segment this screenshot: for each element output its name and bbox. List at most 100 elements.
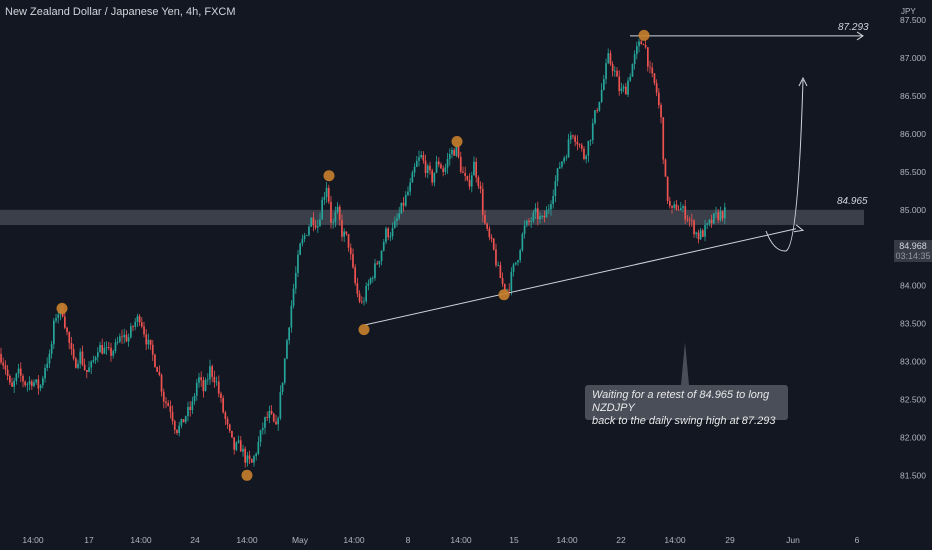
candle-body bbox=[316, 225, 319, 228]
candle-body bbox=[233, 437, 235, 450]
candle-body bbox=[702, 230, 704, 237]
candle-body bbox=[134, 321, 137, 327]
candle-body bbox=[528, 220, 530, 222]
candle-body bbox=[268, 410, 271, 419]
candle-body bbox=[156, 367, 158, 372]
candle-body bbox=[495, 249, 497, 266]
candle-body bbox=[591, 123, 594, 141]
candle-body bbox=[717, 212, 720, 221]
swing-point-marker bbox=[451, 136, 463, 148]
candle-body bbox=[308, 226, 310, 236]
swing-point-marker bbox=[241, 469, 253, 481]
trendline bbox=[363, 228, 797, 326]
candle-body bbox=[17, 368, 20, 374]
price-tick-label: 82.000 bbox=[900, 432, 926, 442]
candle-body bbox=[376, 263, 378, 265]
candle-body bbox=[365, 286, 367, 302]
candle-body bbox=[662, 117, 665, 160]
candle-body bbox=[415, 160, 418, 167]
candle-body bbox=[647, 47, 649, 67]
candle-body bbox=[90, 361, 93, 368]
candle-body bbox=[396, 218, 398, 221]
candle-body bbox=[684, 206, 687, 220]
candle-body bbox=[708, 219, 711, 224]
candle-body bbox=[666, 176, 669, 201]
trendline-arrowhead bbox=[793, 224, 805, 233]
candle-body bbox=[671, 205, 673, 208]
candle-body bbox=[596, 110, 598, 112]
callout-line-1: Waiting for a retest of 84.965 to long N… bbox=[592, 389, 770, 414]
time-tick-label: May bbox=[292, 535, 309, 545]
candle-body bbox=[475, 161, 477, 178]
candle-body bbox=[378, 261, 381, 265]
candle-body bbox=[627, 80, 629, 95]
candle-body bbox=[173, 421, 176, 430]
candle-body bbox=[141, 322, 143, 327]
candle-body bbox=[541, 216, 543, 217]
candle-body bbox=[576, 141, 579, 145]
candle-body bbox=[607, 53, 610, 64]
candle-body bbox=[374, 263, 376, 279]
candle-body bbox=[402, 202, 405, 206]
candle-body bbox=[198, 377, 200, 383]
candle-body bbox=[389, 236, 392, 238]
candle-body bbox=[719, 211, 722, 220]
candle-body bbox=[314, 225, 317, 228]
candle-body bbox=[382, 242, 385, 251]
candle-body bbox=[360, 301, 363, 303]
candle-body bbox=[638, 41, 640, 47]
candle-body bbox=[536, 208, 539, 220]
candle-body bbox=[380, 250, 383, 262]
candle-body bbox=[614, 70, 616, 72]
candle-body bbox=[97, 352, 99, 358]
candle-body bbox=[204, 380, 207, 392]
candle-body bbox=[110, 347, 112, 356]
candle-body bbox=[713, 213, 715, 224]
candle-body bbox=[277, 418, 279, 425]
candle-body bbox=[101, 345, 104, 354]
swing-point-marker bbox=[358, 324, 370, 336]
projection-arrowhead bbox=[798, 76, 808, 87]
candle-body bbox=[81, 351, 84, 365]
candle-body bbox=[413, 166, 416, 173]
candle-body bbox=[440, 164, 442, 169]
candle-body bbox=[86, 370, 88, 372]
candle-body bbox=[149, 339, 152, 345]
candle-body bbox=[640, 41, 643, 45]
candle-body bbox=[580, 144, 583, 149]
candle-body bbox=[231, 430, 233, 438]
candle-body bbox=[22, 375, 24, 382]
candle-body bbox=[299, 243, 301, 255]
candle-body bbox=[226, 418, 229, 425]
candle-body bbox=[589, 140, 592, 141]
candle-body bbox=[411, 172, 414, 183]
candle-body bbox=[178, 425, 180, 433]
candle-body bbox=[176, 429, 178, 433]
candle-body bbox=[50, 344, 53, 354]
callout-note: Waiting for a retest of 84.965 to long N… bbox=[585, 385, 788, 427]
candle-body bbox=[521, 234, 524, 251]
candle-body bbox=[147, 339, 150, 345]
candle-body bbox=[424, 160, 427, 173]
candle-body bbox=[609, 53, 612, 65]
candle-body bbox=[224, 412, 227, 419]
candle-body bbox=[565, 157, 568, 159]
candle-body bbox=[94, 357, 97, 361]
candle-body bbox=[479, 186, 482, 189]
candle-body bbox=[558, 166, 561, 169]
candle-body bbox=[437, 161, 440, 165]
candle-body bbox=[391, 228, 394, 237]
candle-body bbox=[567, 139, 570, 158]
candle-body bbox=[235, 442, 238, 450]
candles-layer bbox=[0, 38, 726, 468]
candle-body bbox=[347, 234, 350, 248]
candle-body bbox=[255, 453, 257, 457]
candle-body bbox=[642, 44, 645, 45]
candle-body bbox=[116, 341, 119, 343]
candle-body bbox=[354, 267, 356, 283]
candle-body bbox=[715, 212, 717, 214]
candle-body bbox=[283, 358, 286, 383]
time-tick-label: Jun bbox=[786, 535, 800, 545]
